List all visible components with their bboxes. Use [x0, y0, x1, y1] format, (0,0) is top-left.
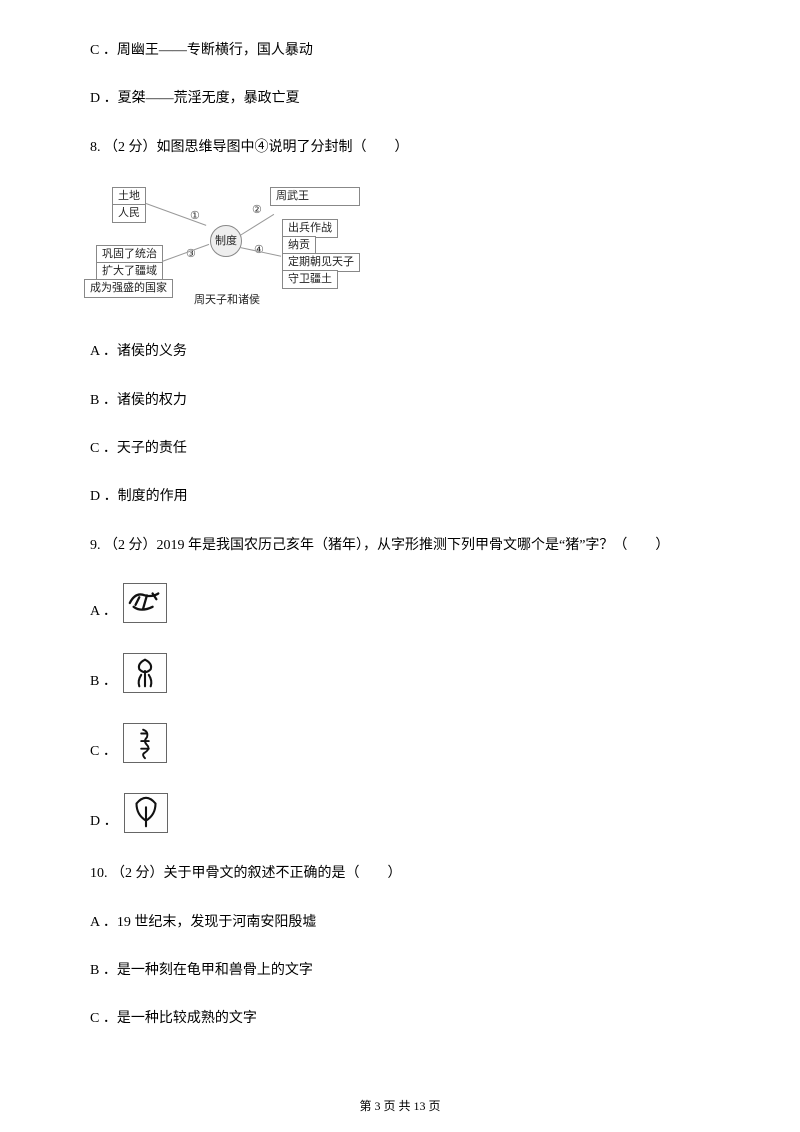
oracle-b-icon	[123, 653, 167, 693]
q8-option-c: C ．天子的责任	[90, 438, 710, 460]
q9-b-label: B ．	[90, 671, 117, 693]
diagram-right5: 守卫疆土	[282, 270, 338, 289]
diagram-caption: 周天子和诸侯	[194, 291, 260, 307]
oracle-d-icon	[124, 793, 168, 833]
option-c-prev: C ．周幽王——专断横行，国人暴动	[90, 40, 710, 62]
page-footer: 第 3 页 共 13 页	[0, 1097, 800, 1114]
q8-option-b: B ．诸侯的权力	[90, 390, 710, 412]
diagram-left5: 成为强盛的国家	[84, 279, 173, 298]
option-d-prev: D ．夏桀——荒淫无度，暴政亡夏	[90, 88, 710, 110]
q9-option-d: D ．	[90, 793, 710, 833]
q9-option-a: A ．	[90, 583, 710, 623]
diagram-n2: ②	[252, 203, 262, 216]
q8-option-d: D ．制度的作用	[90, 486, 710, 508]
diagram-right1: 周武王	[270, 187, 360, 206]
q8-option-a: A ．诸侯的义务	[90, 341, 710, 363]
q9-d-label: D ．	[90, 811, 118, 833]
q10-stem: 10. （2 分）关于甲骨文的叙述不正确的是（ ）	[90, 863, 710, 885]
q9-stem: 9. （2 分）2019 年是我国农历己亥年（猪年），从字形推测下列甲骨文哪个是…	[90, 535, 710, 557]
q8-stem: 8. （2 分）如图思维导图中④说明了分封制（ ）	[90, 137, 710, 159]
q9-option-c: C ．	[90, 723, 710, 763]
oracle-a-icon	[123, 583, 167, 623]
q8-diagram: 土地 人民 巩固了统治 扩大了疆域 成为强盛的国家 周武王 出兵作战 纳贡 定期…	[90, 185, 380, 315]
diagram-left2: 人民	[112, 204, 146, 223]
q9-a-label: A ．	[90, 601, 117, 623]
q10-option-b: B ．是一种刻在龟甲和兽骨上的文字	[90, 960, 710, 982]
diagram-center: 制度	[210, 225, 242, 257]
q10-option-a: A ．19 世纪末，发现于河南安阳殷墟	[90, 912, 710, 934]
q10-option-c: C ．是一种比较成熟的文字	[90, 1008, 710, 1030]
q9-c-label: C ．	[90, 741, 117, 763]
q9-option-b: B ．	[90, 653, 710, 693]
oracle-c-icon	[123, 723, 167, 763]
